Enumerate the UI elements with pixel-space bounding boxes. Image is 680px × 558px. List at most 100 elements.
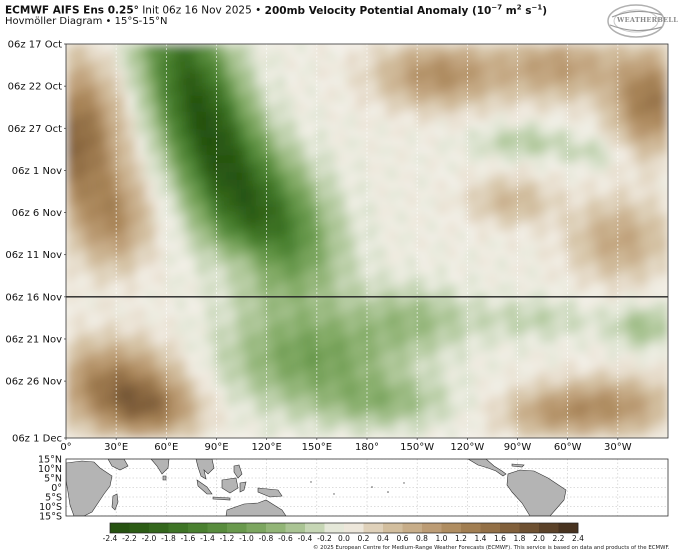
heatmap-cell — [316, 326, 328, 336]
heatmap-cell — [216, 94, 227, 105]
heatmap-cell — [456, 420, 468, 430]
heatmap-cell — [296, 231, 308, 242]
heatmap-cell — [95, 60, 107, 71]
heatmap-cell — [356, 214, 368, 225]
heatmap-cell — [306, 60, 318, 71]
heatmap-cell — [306, 44, 318, 54]
heatmap-cell — [155, 428, 167, 438]
heatmap-cell — [135, 120, 147, 131]
heatmap-cell — [175, 94, 187, 105]
heatmap-cell — [637, 52, 649, 62]
heatmap-cell — [527, 351, 538, 362]
heatmap-cell — [567, 326, 579, 336]
heatmap-cell — [115, 300, 127, 311]
heatmap-cell — [236, 44, 248, 54]
heatmap-cell — [547, 411, 559, 422]
heatmap-cell — [486, 351, 498, 362]
heatmap-cell — [507, 334, 518, 345]
heatmap-cell — [296, 394, 308, 405]
heatmap-cell — [155, 172, 167, 182]
heatmap-cell — [306, 146, 318, 156]
heatmap-cell — [306, 77, 318, 88]
heatmap-cell — [125, 420, 137, 430]
colorbar-segment — [129, 523, 150, 533]
heatmap-cell — [436, 103, 448, 114]
heatmap-cell — [527, 69, 538, 79]
heatmap-cell — [85, 60, 97, 71]
heatmap-cell — [627, 351, 639, 362]
heatmap-cell — [226, 44, 237, 54]
heatmap-cell — [135, 351, 147, 362]
heatmap-cell — [266, 103, 278, 114]
heatmap-cell — [537, 52, 549, 62]
heatmap-cell — [547, 129, 559, 139]
heatmap-cell — [95, 69, 107, 79]
heatmap-cell — [266, 44, 278, 54]
heatmap-cell — [617, 231, 629, 242]
heatmap-cell — [587, 69, 599, 79]
heatmap-cell — [266, 60, 278, 71]
heatmap-cell — [296, 154, 308, 165]
heatmap-cell — [206, 300, 217, 311]
heatmap-cell — [256, 360, 268, 370]
heatmap-cell — [517, 249, 528, 259]
heatmap-cell — [306, 94, 318, 105]
heatmap-cell — [416, 411, 428, 422]
heatmap-cell — [627, 326, 639, 336]
heatmap-cell — [557, 77, 569, 88]
heatmap-cell — [256, 249, 268, 259]
heatmap-cell — [446, 231, 458, 242]
heatmap-cell — [547, 317, 559, 328]
heatmap-cell — [185, 154, 197, 165]
heatmap-cell — [175, 360, 187, 370]
heatmap-cell — [236, 274, 248, 285]
heatmap-cell — [446, 309, 458, 319]
heatmap-cell — [135, 240, 147, 251]
heatmap-cell — [496, 394, 508, 405]
heatmap-cell — [386, 112, 398, 122]
heatmap-cell — [637, 283, 649, 293]
heatmap-cell — [456, 103, 468, 114]
heatmap-cell — [85, 154, 97, 165]
colorbar-segment — [461, 523, 481, 533]
heatmap-cell — [386, 146, 398, 156]
heatmap-cell — [296, 214, 308, 225]
heatmap-cell — [266, 69, 278, 79]
heatmap-cell — [637, 223, 649, 233]
heatmap-cell — [617, 120, 629, 131]
heatmap-cell — [486, 334, 498, 345]
heatmap-cell — [75, 163, 87, 173]
heatmap-cell — [135, 146, 147, 156]
heatmap-cell — [125, 257, 137, 268]
heatmap-cell — [256, 60, 268, 71]
heatmap-cell — [527, 360, 538, 370]
heatmap-cell — [296, 180, 308, 191]
heatmap-cell — [496, 351, 508, 362]
heatmap-cell — [597, 52, 609, 62]
heatmap-cell — [496, 206, 508, 216]
x-tick-label: 30°W — [604, 442, 632, 453]
heatmap-cell — [286, 377, 298, 388]
heatmap-cell — [486, 394, 498, 405]
heatmap-cell — [195, 44, 207, 54]
heatmap-cell — [286, 52, 298, 62]
heatmap-cell — [446, 52, 458, 62]
heatmap-cell — [165, 266, 177, 276]
heatmap-cell — [597, 214, 609, 225]
heatmap-cell — [597, 326, 609, 336]
heatmap-cell — [637, 351, 649, 362]
heatmap-cell — [416, 163, 428, 173]
heatmap-cell — [607, 44, 619, 54]
heatmap-cell — [476, 266, 488, 276]
heatmap-cell — [145, 120, 157, 131]
heatmap-cell — [185, 377, 197, 388]
heatmap-cell — [115, 428, 127, 438]
heatmap-cell — [426, 326, 438, 336]
heatmap-cell — [95, 309, 107, 319]
heatmap-cell — [316, 223, 328, 233]
heatmap-cell — [496, 197, 508, 208]
heatmap-cell — [607, 197, 619, 208]
heatmap-cell — [195, 223, 207, 233]
heatmap-cell — [226, 120, 237, 131]
heatmap-cell — [105, 240, 117, 251]
